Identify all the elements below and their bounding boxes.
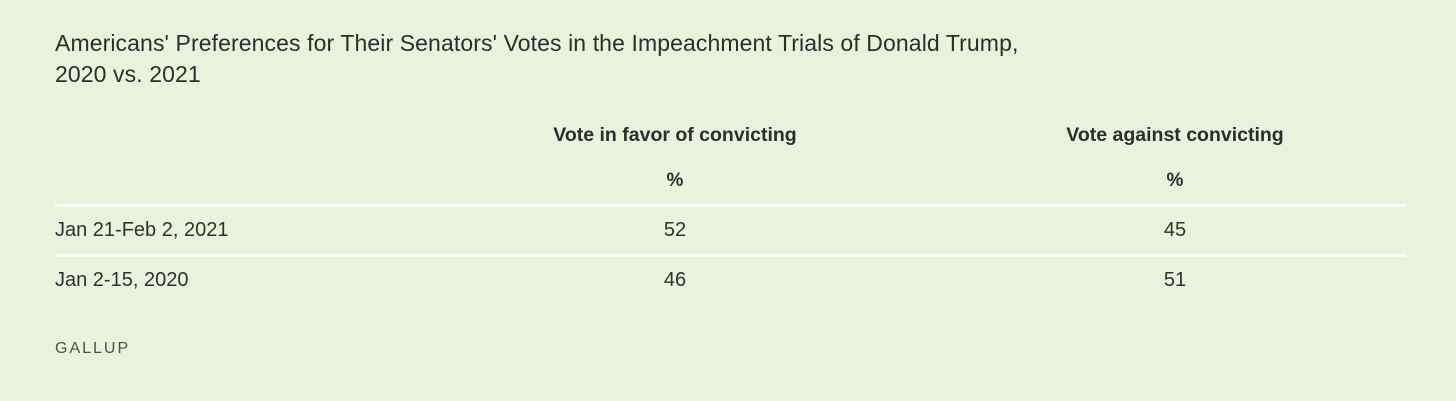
column-header-against: Vote against convicting — [1066, 123, 1284, 146]
page-title-line2: 2020 vs. 2021 — [55, 61, 201, 87]
page-title-line1: Americans' Preferences for Their Senator… — [55, 30, 1019, 56]
table-row-2020: Jan 2-15, 2020 46 51 — [55, 255, 1406, 305]
favor-value-2021: 52 — [663, 219, 687, 241]
column-header-row: Vote in favor of convicting Vote against… — [55, 112, 1406, 158]
unit-against: % — [1166, 170, 1184, 191]
gallup-logo: GALLUP — [55, 340, 131, 357]
column-header-favor: Vote in favor of convicting — [553, 123, 797, 146]
against-value-2021: 45 — [1163, 219, 1187, 241]
table-row-2021: Jan 21-Feb 2, 2021 52 45 — [55, 205, 1406, 256]
page-title: Americans' Preferences for Their Senator… — [55, 28, 1406, 90]
against-value-2020: 51 — [1163, 269, 1187, 291]
favor-value-2020: 46 — [663, 269, 687, 291]
unit-row: % % — [55, 158, 1406, 206]
unit-favor: % — [666, 170, 684, 191]
column-header-empty — [55, 112, 406, 158]
row-label-2021: Jan 21-Feb 2, 2021 — [55, 219, 229, 241]
row-label-2020: Jan 2-15, 2020 — [55, 269, 189, 291]
poll-results-table: Vote in favor of convicting Vote against… — [55, 112, 1406, 304]
unit-empty — [55, 158, 406, 206]
